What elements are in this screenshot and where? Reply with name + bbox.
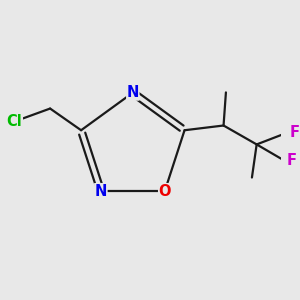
Text: Cl: Cl (7, 114, 22, 129)
Text: N: N (95, 184, 107, 199)
Text: F: F (290, 125, 299, 140)
Text: O: O (158, 184, 171, 199)
Text: N: N (127, 85, 139, 100)
Text: F: F (287, 154, 297, 169)
